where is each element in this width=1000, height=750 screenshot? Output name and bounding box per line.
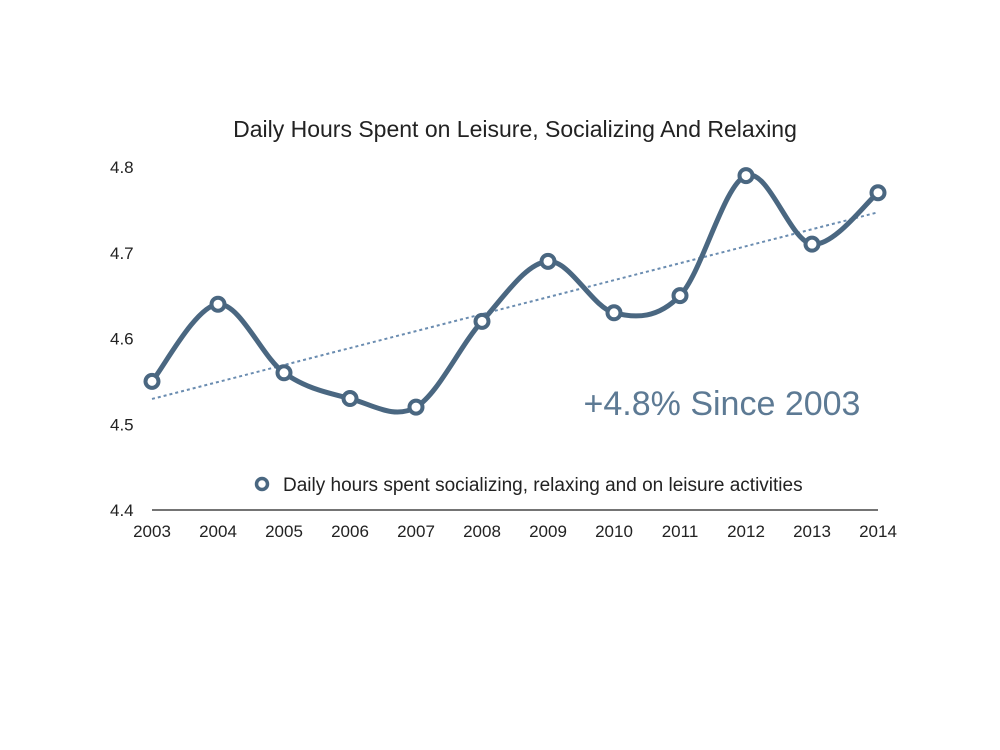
data-point <box>473 312 491 330</box>
y-tick-label: 4.7 <box>110 244 134 263</box>
x-tick-label: 2007 <box>397 522 435 541</box>
y-tick-label: 4.4 <box>110 501 134 520</box>
x-tick-label: 2011 <box>662 522 699 541</box>
legend-marker <box>254 476 270 492</box>
data-point <box>209 295 227 313</box>
data-point <box>671 287 689 305</box>
data-point <box>143 372 161 390</box>
x-tick-label: 2005 <box>265 522 303 541</box>
data-point <box>539 252 557 270</box>
x-tick-label: 2006 <box>331 522 369 541</box>
trend-line <box>151 211 879 400</box>
data-points <box>143 167 887 416</box>
legend-label: Daily hours spent socializing, relaxing … <box>283 475 803 496</box>
data-point <box>341 390 359 408</box>
chart-title: Daily Hours Spent on Leisure, Socializin… <box>233 116 797 142</box>
data-point <box>407 398 425 416</box>
y-axis-ticks: 4.4 4.5 4.6 4.7 4.8 <box>110 158 134 520</box>
x-tick-label: 2008 <box>463 522 501 541</box>
x-tick-label: 2014 <box>859 522 897 541</box>
x-tick-label: 2004 <box>199 522 237 541</box>
data-point <box>869 184 887 202</box>
annotation-growth: +4.8% Since 2003 <box>584 385 861 423</box>
legend: Daily hours spent socializing, relaxing … <box>254 475 803 496</box>
x-tick-label: 2009 <box>529 522 567 541</box>
x-tick-label: 2003 <box>133 522 171 541</box>
x-axis-ticks: 2003 2004 2005 2006 2007 2008 2009 2010 2011 2012… <box>133 522 897 541</box>
x-tick-label: 2010 <box>595 522 633 541</box>
x-tick-label: 2012 <box>727 522 765 541</box>
data-point <box>605 304 623 322</box>
data-point <box>275 364 293 382</box>
series-line <box>149 172 881 415</box>
y-tick-label: 4.8 <box>110 158 134 177</box>
data-point <box>803 235 821 253</box>
y-tick-label: 4.6 <box>110 330 134 349</box>
y-tick-label: 4.5 <box>110 415 134 434</box>
x-tick-label: 2013 <box>793 522 831 541</box>
data-point <box>737 167 755 185</box>
